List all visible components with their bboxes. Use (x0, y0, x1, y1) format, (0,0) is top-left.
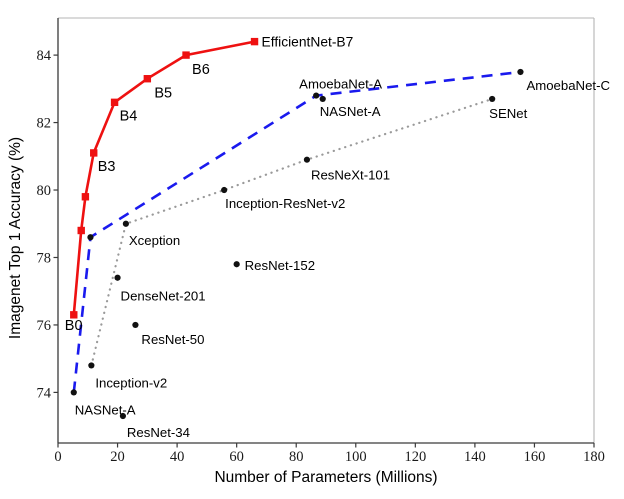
label-densenet-201: DenseNet-201 (121, 289, 206, 304)
y-tick-label: 78 (37, 250, 52, 266)
y-tick-label: 76 (37, 318, 52, 334)
y-tick-label: 84 (37, 48, 52, 64)
x-tick-label: 0 (54, 449, 61, 465)
x-tick-label: 160 (524, 449, 546, 465)
point-densenet-201 (114, 274, 121, 281)
marker-amoebanet-a (313, 92, 320, 99)
series-line-nasnet-a-amoebanet-family (72, 70, 521, 393)
label-nasnet-a: NASNet-A (75, 402, 136, 417)
y-tick-label: 82 (37, 116, 52, 132)
label-resnet-34: ResNet-34 (127, 425, 190, 440)
marker-amoebanet-c (517, 68, 524, 76)
marker-inception-v2 (88, 362, 95, 369)
marker-efficientnet-b7 (250, 37, 259, 46)
marker-xception (122, 220, 129, 227)
label-inception-v2: Inception-v2 (95, 375, 167, 390)
marker-b1 (77, 226, 85, 235)
marker-b3 (90, 149, 98, 157)
marker-nasnet-a-unlabeled (87, 234, 94, 241)
x-tick-label: 40 (170, 449, 185, 465)
marker-b0 (70, 311, 78, 319)
x-axis-title: Number of Parameters (Millions) (214, 469, 438, 486)
label-resnext-101: ResNeXt-101 (311, 168, 390, 183)
label-resnet-50: ResNet-50 (141, 332, 204, 347)
x-tick-label: 120 (404, 449, 426, 465)
label-senet: SENet (489, 106, 527, 121)
label-xception: Xception (129, 233, 180, 248)
series-line-inception-resnext-senet-family (90, 97, 494, 367)
point-resnet-152 (233, 261, 240, 268)
label-inception-resnet-v2: Inception-ResNet-v2 (225, 196, 345, 211)
x-tick-label: 60 (229, 449, 244, 465)
label-b4: B4 (120, 108, 138, 124)
marker-resnext-101 (303, 156, 311, 163)
label-b5: B5 (154, 86, 172, 102)
label-nasnet-a: NASNet-A (320, 104, 381, 119)
label-amoebanet-a: AmoebaNet-A (299, 77, 382, 92)
marker-b2 (81, 193, 90, 201)
marker-senet (489, 95, 496, 103)
marker-b5 (143, 75, 152, 83)
label-amoebanet-c: AmoebaNet-C (526, 78, 610, 93)
y-axis-title: Imagenet Top 1 Accuracy (%) (7, 136, 24, 340)
x-tick-label: 80 (289, 449, 304, 465)
point-nasnet-a (319, 95, 326, 103)
point-resnet-50 (132, 321, 139, 329)
point-resnet-34 (119, 412, 127, 420)
marker-b6 (182, 51, 190, 59)
x-tick-label: 100 (345, 449, 367, 465)
x-tick-label: 140 (464, 449, 486, 465)
marker-b4 (110, 98, 119, 107)
marker-nasnet-a (70, 389, 77, 396)
label-b3: B3 (98, 159, 116, 175)
label-efficientnet-b7: EfficientNet-B7 (262, 35, 354, 50)
series-line-efficientnet-b0-b7 (72, 40, 255, 315)
label-b6: B6 (192, 62, 210, 78)
label-resnet-152: ResNet-152 (245, 258, 315, 273)
label-b0: B0 (65, 318, 83, 334)
y-tick-label: 74 (37, 385, 52, 401)
marker-inception-resnet-v2 (221, 186, 228, 194)
y-tick-label: 80 (37, 183, 52, 199)
x-tick-label: 180 (583, 449, 605, 465)
x-tick-label: 20 (110, 449, 125, 465)
